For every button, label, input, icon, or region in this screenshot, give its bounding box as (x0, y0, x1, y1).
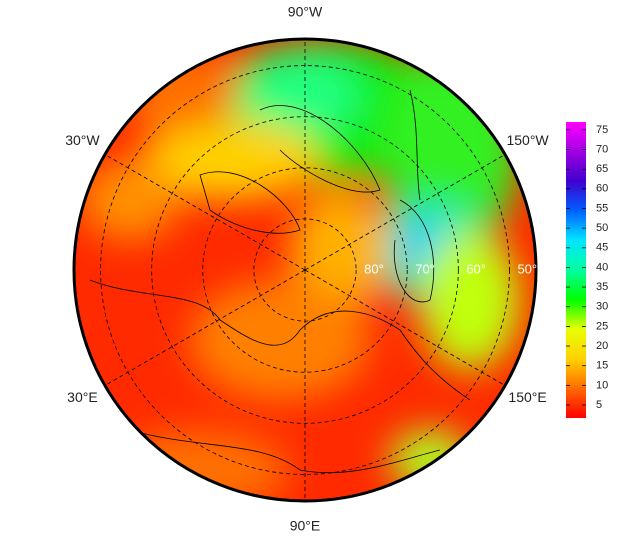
parallel (100, 65, 510, 475)
parallel-label: 70° (415, 261, 435, 276)
colorbar-tick-label: 5 (596, 399, 602, 411)
colorbar-tick-label: 75 (596, 124, 608, 136)
parallel (151, 116, 459, 424)
colorbar-tick-label: 10 (596, 379, 608, 391)
graticule-labels: 80° 70° 60° 50° 90°W 30°W 150°W 30°E 150°E 90°E (65, 4, 549, 534)
colorbar-tick-label: 50 (596, 222, 608, 234)
meridian-label: 30°E (67, 389, 98, 405)
colorbar-tick-label: 40 (596, 261, 608, 273)
colorbar-tick-label: 20 (596, 340, 608, 352)
parallel-label: 60° (466, 261, 486, 276)
colorbar-tick-label: 70 (596, 143, 608, 155)
map-boundary (72, 37, 538, 503)
meridian (105, 269, 306, 386)
graticule (100, 40, 510, 500)
meridian-label: 150°E (508, 389, 546, 405)
meridian (304, 269, 505, 386)
parallel (202, 167, 408, 373)
meridian-label: 90°W (288, 4, 323, 20)
colorbar-tick-label: 30 (596, 301, 608, 313)
parallel-label: 80° (364, 261, 384, 276)
meridian (105, 154, 306, 271)
meridian (304, 154, 505, 271)
meridian-label: 90°E (290, 518, 321, 534)
colorbar-tick-label: 45 (596, 242, 608, 254)
colorbar-ramp (566, 122, 586, 418)
colorbar-tick-label: 60 (596, 183, 608, 195)
colorbar-tick-label: 55 (596, 202, 608, 214)
colorbar-tick-label: 15 (596, 360, 608, 372)
meridian-label: 30°W (65, 132, 100, 148)
colorbar-tick-label: 65 (596, 163, 608, 175)
colorbar-tick-label: 25 (596, 320, 608, 332)
colorbar-tick-label: 35 (596, 281, 608, 293)
parallel-label: 50° (517, 261, 537, 276)
colorbar: 5 10 15 20 25 30 35 40 45 50 55 60 65 70 75 (566, 122, 608, 418)
meridian-label: 150°W (506, 132, 549, 148)
